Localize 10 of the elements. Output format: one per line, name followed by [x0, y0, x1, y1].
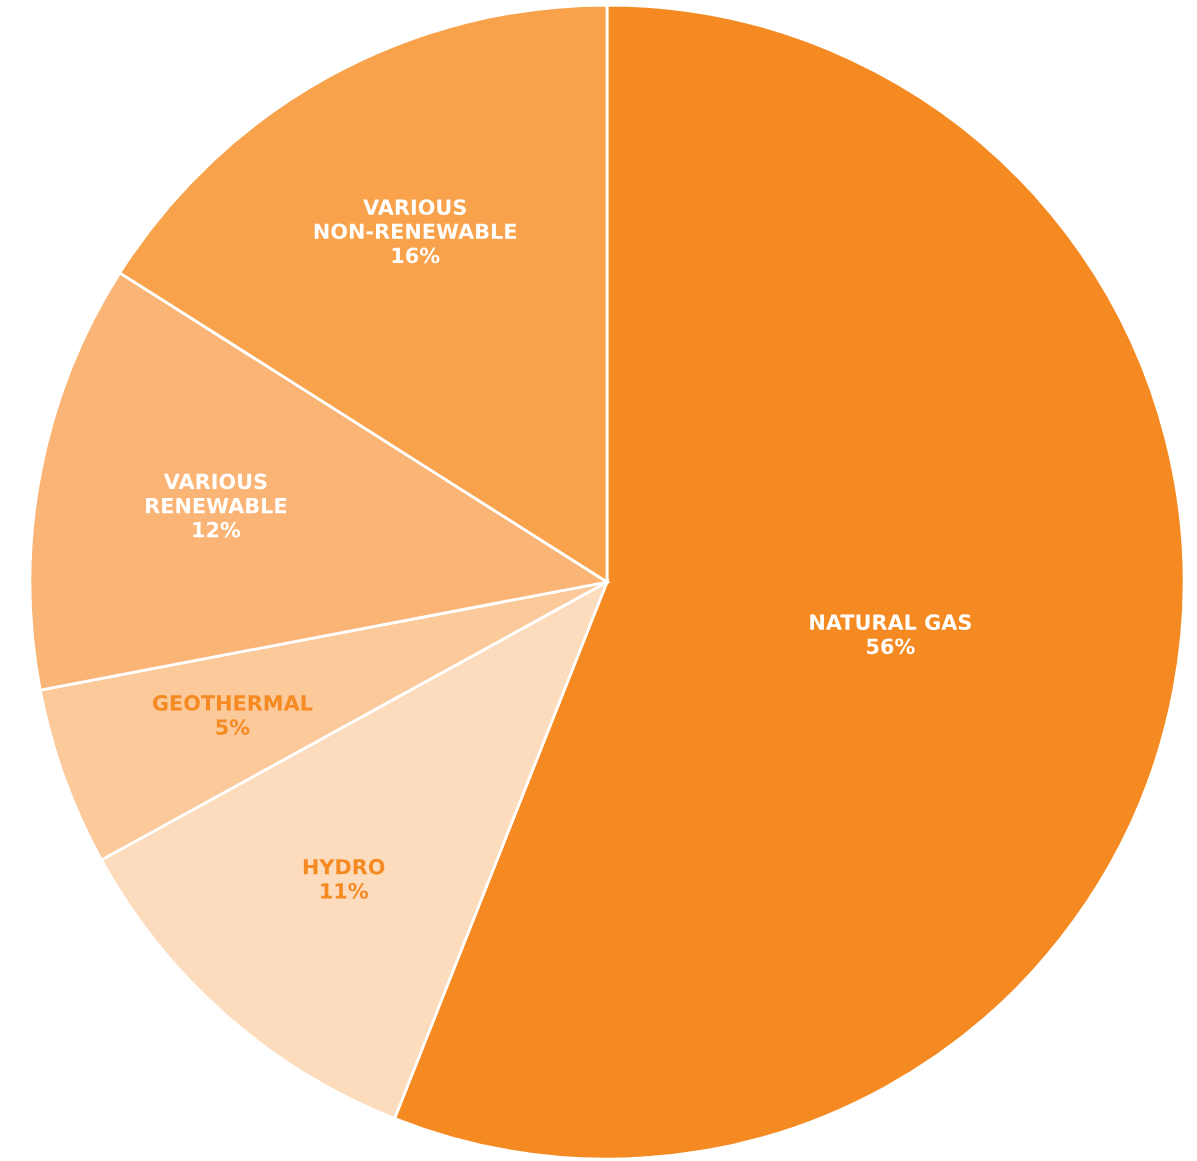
data-label: 56% — [867, 638, 915, 655]
slice-label: GEOTHERMAL — [152, 695, 313, 711]
data-label: 11% — [321, 882, 368, 899]
slice-label: HYDRO — [303, 858, 385, 875]
slice-label: VARIOUS NON-RENEWABLE — [314, 199, 517, 240]
data-label: 5% — [216, 719, 250, 735]
data-label: 12% — [193, 521, 241, 538]
slice-label: NATURAL GAS — [810, 614, 971, 631]
slice-label: VARIOUS RENEWABLE — [146, 473, 287, 514]
data-label: 16% — [392, 247, 440, 264]
